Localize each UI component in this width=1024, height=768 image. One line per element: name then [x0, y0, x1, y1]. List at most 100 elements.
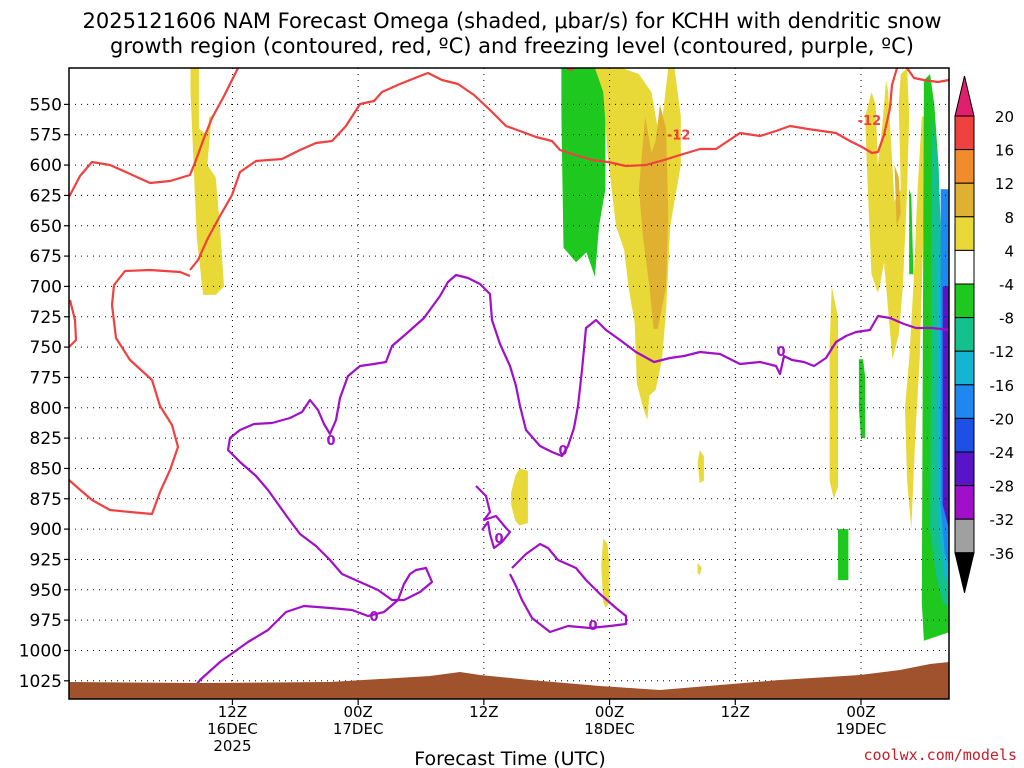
y-tick-800: 800 — [30, 399, 62, 419]
red-contour-1 — [69, 299, 78, 348]
x-tick-0-line2: 2025 — [213, 737, 251, 755]
omega-region-9 — [858, 359, 866, 439]
colorbar-label-2: 12 — [995, 175, 1014, 193]
red-contour-4 — [906, 68, 949, 84]
omega-region-1 — [561, 68, 606, 277]
colorbar-swatch-12 — [954, 485, 975, 520]
x-tick-3-line0: 00Z — [595, 703, 624, 721]
omega-region-13 — [905, 116, 928, 530]
y-tick-1025: 1025 — [19, 672, 62, 692]
colorbar-swatch-1 — [954, 115, 975, 151]
colorbar-swatch-9 — [954, 384, 975, 419]
y-tick-625: 625 — [30, 186, 62, 206]
colorbar-swatch-13 — [954, 518, 975, 554]
purple-contour-2 — [509, 542, 628, 634]
omega-region-8 — [829, 286, 838, 499]
terrain-fill — [69, 662, 949, 699]
y-tick-575: 575 — [30, 126, 62, 146]
colorbar: 20 16 12 8 4 -4 -8 -12 -16 -20 -24 -28 -32 -36 — [954, 75, 1015, 593]
colorbar-swatch-3 — [954, 182, 975, 218]
y-tick-825: 825 — [30, 429, 62, 449]
purple-contour-0 — [185, 273, 949, 699]
colorbar-label-8: -16 — [990, 377, 1015, 395]
colorbar-label-13: -36 — [990, 545, 1015, 563]
y-tick-900: 900 — [30, 520, 62, 540]
colorbar-swatch-7 — [954, 317, 975, 352]
omega-region-19 — [909, 189, 914, 275]
y-tick-1000: 1000 — [19, 641, 62, 661]
freezing-label-5: 0 — [776, 345, 785, 360]
omega-region-5 — [601, 538, 610, 608]
colorbar-label-7: -12 — [990, 343, 1015, 361]
colorbar-label-9: -20 — [990, 410, 1015, 428]
colorbar-swatch-5 — [954, 249, 975, 285]
y-tick-850: 850 — [30, 459, 62, 479]
red-contour-2 — [69, 268, 191, 516]
chart-title-line1: 2025121606 NAM Forecast Omega (shaded, μ… — [82, 9, 941, 33]
plot-frame — [68, 67, 950, 700]
x-tick-5-line1: 19DEC — [836, 720, 887, 738]
credit-link[interactable]: coolwx.com/models — [863, 746, 1017, 764]
omega-region-4 — [511, 468, 528, 526]
colorbar-label-10: -24 — [990, 444, 1015, 462]
colorbar-swatch-8 — [954, 350, 975, 386]
colorbar-swatch-10 — [954, 417, 975, 453]
colorbar-label-5: -4 — [999, 276, 1014, 294]
y-tick-700: 700 — [30, 277, 62, 297]
colorbar-label-6: -8 — [999, 310, 1014, 328]
y-tick-550: 550 — [30, 95, 62, 115]
colorbar-swatch-11 — [954, 451, 975, 487]
chart-title-line2: growth region (contoured, red, ºC) and f… — [110, 34, 914, 58]
x-tick-1-line0: 00Z — [343, 703, 372, 721]
y-tick-950: 950 — [30, 581, 62, 601]
x-tick-1-line1: 17DEC — [333, 720, 384, 738]
colorbar-label-3: 8 — [1004, 209, 1014, 227]
colorbar-bottom-arrow — [954, 552, 975, 593]
x-axis-label: Forecast Time (UTC) — [414, 748, 605, 768]
red-contour-0 — [69, 68, 239, 198]
colorbar-label-0: 20 — [995, 108, 1014, 126]
freezing-level-contours — [185, 273, 949, 699]
x-tick-5-line0: 00Z — [846, 703, 875, 721]
y-tick-750: 750 — [30, 338, 62, 358]
plot-area — [69, 68, 949, 699]
dendritic-label-0: -12 — [667, 129, 691, 144]
colorbar-label-4: 4 — [1004, 242, 1014, 260]
omega-region-0 — [190, 68, 224, 295]
x-tick-2-line0: 12Z — [469, 703, 498, 721]
y-tick-775: 775 — [30, 368, 62, 388]
colorbar-label-11: -28 — [990, 478, 1015, 496]
omega-shading — [190, 68, 949, 641]
y-tick-875: 875 — [30, 490, 62, 510]
red-contour-3 — [189, 68, 899, 271]
y-axis-pressure: 550 575 600 625 650 675 700 725 750 775 800 825 850 8… — [19, 95, 69, 692]
omega-region-6 — [697, 450, 704, 483]
terrain-ground — [69, 662, 949, 699]
contour-labels: 0 0 0 0 0 0 -12 -12 — [326, 114, 881, 634]
colorbar-swatch-4 — [954, 216, 975, 251]
colorbar-top-arrow — [954, 75, 975, 117]
y-tick-675: 675 — [30, 247, 62, 267]
y-tick-650: 650 — [30, 217, 62, 237]
x-tick-3-line1: 18DEC — [584, 720, 635, 738]
y-tick-975: 975 — [30, 611, 62, 631]
purple-contour-1 — [475, 485, 512, 550]
omega-region-10 — [838, 529, 849, 581]
x-tick-0-line0: 12Z — [218, 703, 247, 721]
omega-region-7 — [697, 563, 702, 576]
x-tick-4-line0: 12Z — [721, 703, 750, 721]
omega-region-11 — [865, 68, 910, 360]
freezing-label-2: 0 — [494, 532, 503, 547]
colorbar-swatch-2 — [954, 149, 975, 184]
y-tick-725: 725 — [30, 308, 62, 328]
colorbar-label-12: -32 — [990, 511, 1015, 529]
dendritic-label-2: -12 — [858, 114, 882, 129]
freezing-label-3: 0 — [558, 444, 567, 459]
freezing-label-1: 0 — [369, 610, 378, 625]
colorbar-label-1: 16 — [995, 142, 1014, 160]
colorbar-swatch-6 — [954, 283, 975, 319]
freezing-label-4: 0 — [588, 619, 597, 634]
y-tick-600: 600 — [30, 156, 62, 176]
